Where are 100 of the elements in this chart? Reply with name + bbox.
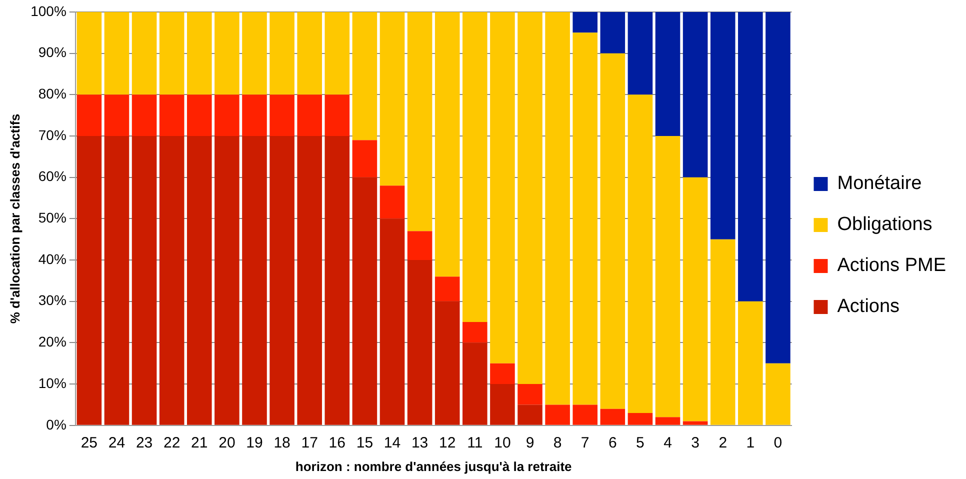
bar bbox=[738, 12, 763, 302]
bar bbox=[76, 12, 102, 95]
x-tick-label: 0 bbox=[774, 434, 782, 452]
x-tick-label: 2 bbox=[718, 434, 728, 452]
bar bbox=[214, 94, 240, 136]
bar bbox=[132, 136, 157, 425]
x-tick-label: 20 bbox=[218, 434, 236, 452]
y-tick-label: 90% bbox=[38, 44, 66, 60]
bar bbox=[490, 12, 515, 364]
bar bbox=[490, 363, 515, 384]
bar bbox=[242, 12, 267, 95]
bar bbox=[766, 12, 790, 364]
bar bbox=[628, 12, 653, 95]
x-tick-label: 25 bbox=[80, 434, 98, 452]
x-tick-label: 14 bbox=[384, 434, 401, 452]
bar bbox=[76, 94, 102, 136]
bar bbox=[159, 94, 184, 136]
x-tick-label: 17 bbox=[301, 434, 318, 452]
bar bbox=[682, 12, 708, 178]
bar bbox=[186, 94, 212, 136]
bar bbox=[380, 12, 405, 186]
bar bbox=[682, 421, 708, 425]
bar bbox=[270, 12, 294, 95]
bar bbox=[380, 218, 405, 425]
bar bbox=[518, 404, 542, 425]
bar bbox=[297, 12, 322, 95]
x-axis-title: horizon : nombre d'années jusqu'à la retraite bbox=[295, 458, 572, 474]
bar bbox=[352, 140, 378, 178]
bar bbox=[545, 12, 570, 405]
bar bbox=[407, 12, 432, 232]
bar bbox=[104, 94, 130, 136]
x-tick-label: 12 bbox=[439, 434, 456, 452]
bar bbox=[434, 276, 460, 302]
bar bbox=[462, 342, 488, 425]
bar bbox=[710, 12, 736, 240]
bar bbox=[159, 136, 184, 425]
bar bbox=[242, 136, 267, 425]
bar bbox=[352, 177, 378, 425]
bar bbox=[655, 136, 680, 418]
bar bbox=[324, 94, 350, 136]
x-tick-label: 4 bbox=[664, 434, 672, 452]
bar bbox=[270, 94, 294, 136]
y-tick-label: 60% bbox=[38, 168, 66, 184]
bar bbox=[600, 12, 626, 54]
bar bbox=[545, 404, 570, 425]
bar bbox=[655, 417, 680, 425]
x-tick-label: 7 bbox=[580, 434, 590, 452]
bar bbox=[434, 301, 460, 425]
bar bbox=[407, 231, 432, 260]
bar bbox=[270, 136, 294, 425]
x-tick-label: 6 bbox=[608, 434, 617, 452]
bar bbox=[572, 12, 598, 33]
bar bbox=[104, 136, 130, 425]
bar bbox=[490, 384, 515, 425]
y-tick-label: 40% bbox=[38, 250, 66, 267]
legend-label: Monétaire bbox=[837, 173, 922, 194]
x-tick-label: 19 bbox=[246, 434, 263, 452]
y-tick-label: 70% bbox=[38, 126, 66, 143]
legend-label: Obligations bbox=[837, 214, 932, 236]
bar bbox=[572, 32, 598, 405]
y-tick-label: 80% bbox=[38, 86, 66, 102]
x-tick-label: 9 bbox=[526, 434, 534, 452]
x-tick-label: 8 bbox=[553, 434, 562, 452]
x-tick-label: 11 bbox=[467, 434, 483, 452]
x-tick-label: 13 bbox=[411, 434, 428, 452]
y-tick-label: 0% bbox=[46, 416, 66, 432]
bar bbox=[462, 12, 488, 322]
bar bbox=[682, 177, 708, 422]
bar bbox=[766, 363, 790, 425]
bar bbox=[434, 12, 460, 277]
bar bbox=[462, 322, 488, 343]
bar bbox=[186, 12, 212, 95]
bar bbox=[324, 12, 350, 95]
y-tick-label: 10% bbox=[38, 374, 66, 391]
bar bbox=[655, 12, 680, 136]
bar bbox=[738, 301, 763, 425]
bar bbox=[132, 12, 157, 95]
bar bbox=[518, 12, 542, 384]
x-tick-label: 22 bbox=[163, 434, 180, 452]
bar bbox=[407, 260, 432, 425]
bar bbox=[710, 239, 736, 425]
x-tick-label: 23 bbox=[136, 434, 153, 452]
legend-label: Actions PME bbox=[837, 255, 946, 276]
y-tick-label: 30% bbox=[38, 292, 66, 308]
bar bbox=[132, 94, 157, 136]
bar bbox=[159, 12, 184, 95]
bar bbox=[600, 53, 626, 409]
bar bbox=[628, 413, 653, 425]
bar bbox=[104, 12, 130, 95]
bar bbox=[324, 136, 350, 425]
y-tick-label: 100% bbox=[30, 2, 66, 19]
x-tick-label: 15 bbox=[356, 434, 374, 452]
x-tick-label: 24 bbox=[108, 434, 126, 452]
bar bbox=[76, 136, 102, 425]
x-tick-label: 5 bbox=[636, 434, 644, 452]
bar bbox=[518, 384, 542, 405]
bar bbox=[600, 408, 626, 425]
y-tick-label: 50% bbox=[38, 210, 66, 226]
bar bbox=[572, 404, 598, 425]
x-tick-label: 21 bbox=[191, 434, 208, 452]
